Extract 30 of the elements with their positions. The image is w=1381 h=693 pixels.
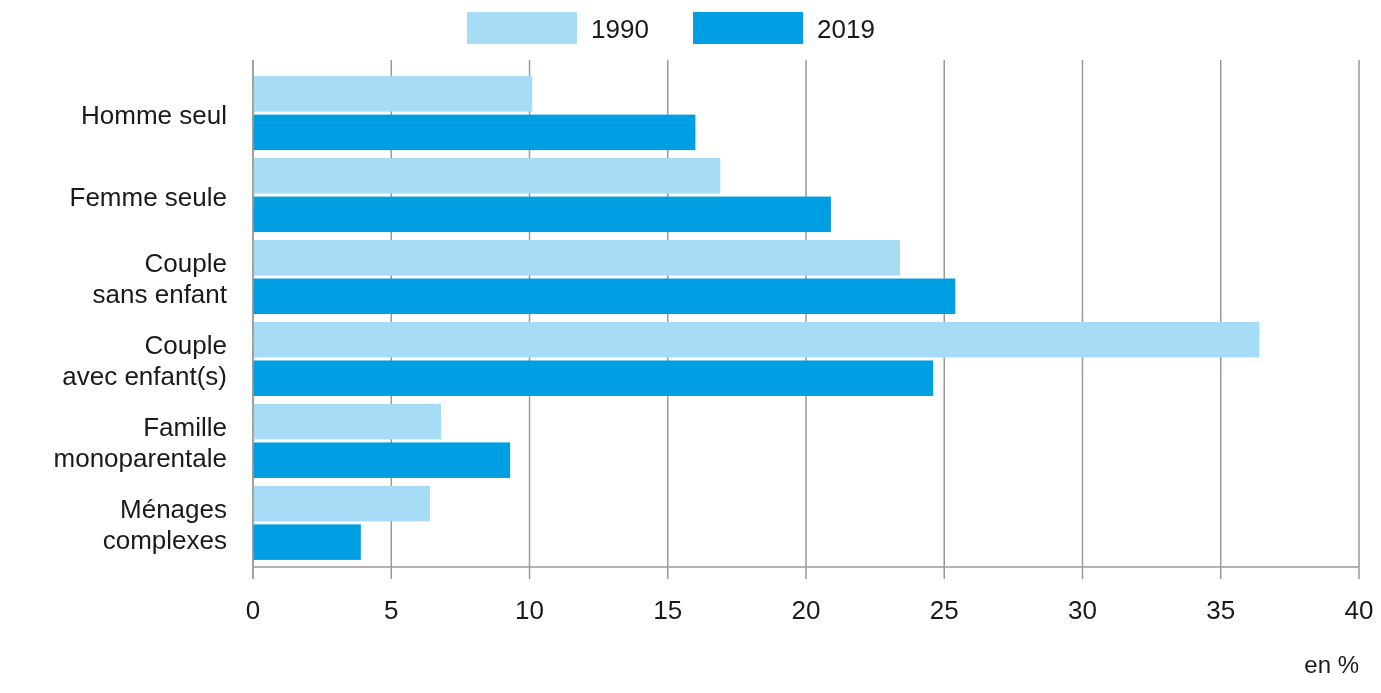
bar — [253, 196, 831, 233]
x-tick-label: 35 — [1206, 595, 1236, 625]
bar — [253, 114, 696, 151]
bar — [253, 485, 430, 522]
bar — [253, 360, 934, 396]
x-tick-label: 5 — [384, 595, 399, 625]
legend-label: 2019 — [817, 14, 875, 44]
legend-label: 1990 — [591, 14, 649, 44]
x-axis-title: en % — [1304, 651, 1359, 678]
x-tick-label: 10 — [515, 595, 544, 625]
bar — [253, 158, 721, 194]
bar — [253, 403, 442, 440]
x-tick-label: 15 — [653, 595, 683, 625]
bar — [253, 240, 901, 276]
y-tick-label: Couple sans enfant — [92, 248, 228, 310]
y-tick-label: Couple avec enfant(s) — [62, 329, 227, 391]
x-tick-label: 0 — [245, 595, 261, 625]
x-tick-label: 25 — [929, 595, 959, 625]
y-tick-label: Homme seul — [81, 99, 227, 130]
y-tick-label: Famille monoparentale — [53, 411, 227, 473]
bar — [253, 524, 361, 560]
bar — [253, 442, 511, 478]
x-tick-label: 30 — [1068, 595, 1097, 625]
y-tick-label: Femme seule — [69, 181, 227, 212]
bar — [253, 278, 956, 315]
bar — [253, 321, 1260, 358]
x-tick-label: 20 — [791, 595, 821, 625]
bar — [253, 76, 533, 112]
x-tick-label: 40 — [1344, 595, 1374, 625]
y-tick-label: Ménages complexes — [102, 493, 227, 555]
